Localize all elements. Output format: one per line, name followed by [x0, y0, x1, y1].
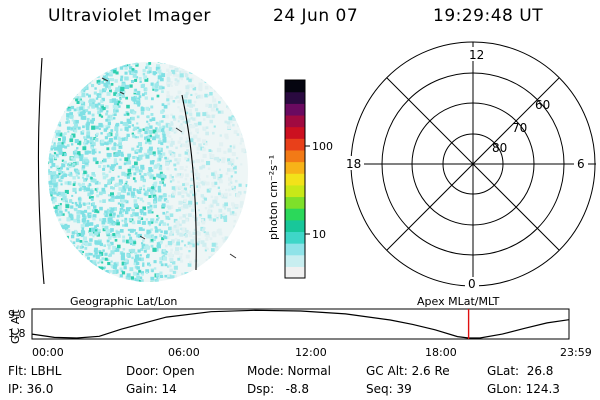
gc-alt-readout: GC Alt: 2.6 Re	[366, 364, 450, 378]
colorbar-swatch	[285, 80, 305, 93]
y-axis-label: GC Alt	[9, 309, 22, 344]
colorbar-swatch	[285, 231, 305, 244]
mode-readout: Mode: Normal	[247, 364, 331, 378]
colorbar-swatch	[285, 266, 305, 279]
timeline-right-title: Apex MLat/MLT	[417, 295, 500, 308]
colorbar-tick-label-100: 100	[312, 140, 333, 153]
x-tick-label-4: 23:59	[560, 346, 592, 359]
altitude-series-line	[31, 309, 570, 339]
seq-readout: Seq: 39	[366, 382, 412, 396]
clock-label-0: 0	[468, 277, 476, 291]
colorbar: 100 10 photon cm⁻²s⁻¹	[267, 79, 333, 279]
glat-readout: GLat: 26.8	[487, 364, 554, 378]
lat-label-80: 80	[492, 141, 507, 155]
glon-readout: GLon: 124.3	[487, 382, 560, 396]
colorbar-swatch	[285, 254, 305, 267]
longitude-line-right	[181, 94, 197, 271]
timeline-left-title: Geographic Lat/Lon	[70, 295, 177, 308]
colorbar-swatch	[285, 173, 305, 186]
polar-diagonal-2	[386, 77, 560, 251]
longitude-line-left	[37, 57, 45, 285]
colorbar-swatch	[285, 114, 305, 128]
colorbar-tick-label-10: 10	[312, 228, 326, 241]
ip-readout: IP: 36.0	[8, 382, 54, 396]
date-label: 24 Jun 07	[273, 6, 359, 26]
y-tick-label-bottom: 1.8	[8, 327, 26, 340]
y-tick-label-top: 9.0	[8, 308, 26, 321]
polar-grid: 12 18 6 0 60 70 80	[344, 41, 596, 291]
x-tick-label-2: 12:00	[295, 346, 327, 359]
colorbar-frame	[284, 79, 306, 279]
timeline-frame	[31, 308, 570, 340]
x-tick-label-1: 06:00	[168, 346, 200, 359]
instrument-title: Ultraviolet Imager	[48, 6, 211, 26]
colorbar-swatch	[285, 208, 305, 221]
auroral-image-panel	[37, 57, 248, 285]
colorbar-swatch	[285, 149, 305, 163]
x-tick-label-0: 00:00	[32, 346, 64, 359]
coastline-fragment	[101, 77, 237, 259]
clock-label-12: 12	[469, 48, 484, 62]
colorbar-swatch	[285, 126, 305, 139]
gain-readout: Gain: 14	[126, 382, 177, 396]
lat-label-70: 70	[512, 121, 527, 135]
colorbar-swatch	[285, 184, 305, 198]
colorbar-gradient	[285, 80, 305, 279]
dsp-readout: Dsp: -8.8	[247, 382, 310, 396]
colorbar-swatch	[285, 196, 305, 209]
door-readout: Door: Open	[126, 364, 195, 378]
time-label: 19:29:48 UT	[433, 6, 544, 26]
x-tick-label-3: 18:00	[425, 346, 457, 359]
filter-readout: Flt: LBHL	[8, 364, 62, 378]
colorbar-swatch	[285, 219, 305, 233]
colorbar-swatch	[285, 103, 305, 116]
colorbar-swatch	[285, 243, 305, 256]
clock-label-6: 6	[577, 157, 585, 171]
colorbar-swatch	[285, 161, 305, 174]
colorbar-unit-label: photon cm⁻²s⁻¹	[267, 155, 280, 240]
clock-label-18: 18	[346, 157, 361, 171]
colorbar-swatch	[285, 91, 305, 104]
lat-label-60: 60	[535, 98, 550, 112]
colorbar-swatch	[285, 138, 305, 151]
altitude-timeline: Geographic Lat/Lon Apex MLat/MLT 9.0 1.8…	[8, 295, 592, 359]
